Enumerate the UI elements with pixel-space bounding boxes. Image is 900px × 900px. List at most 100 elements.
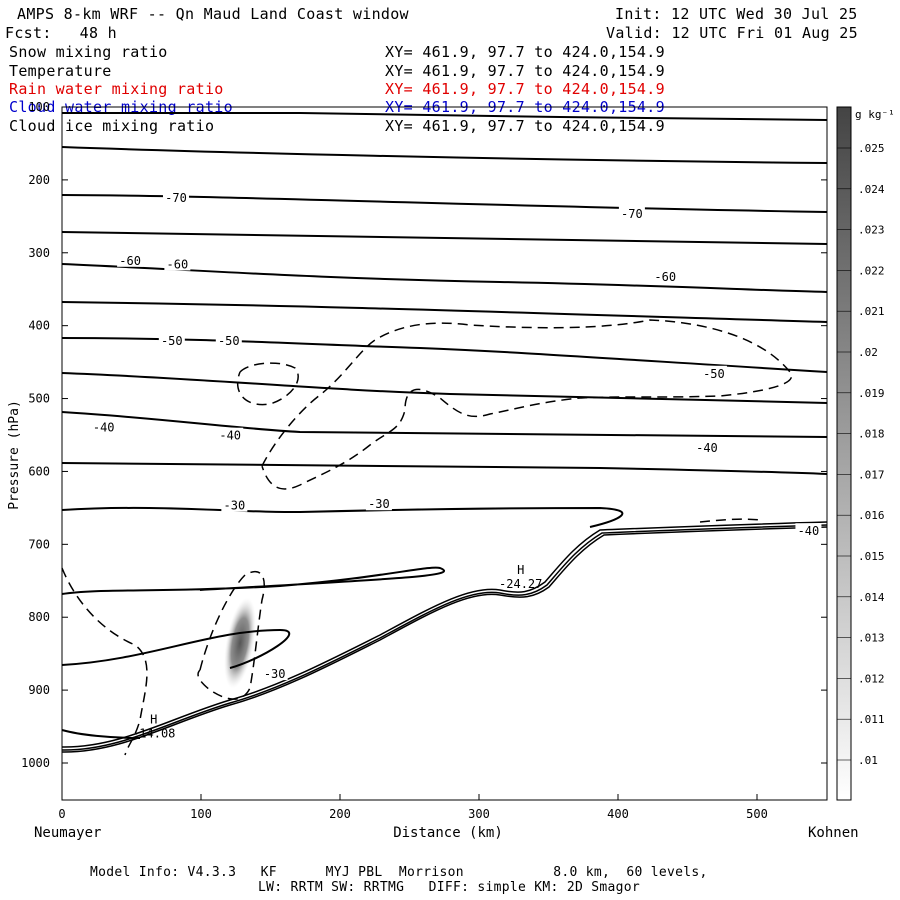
- y-tick-label: 600: [28, 464, 50, 478]
- contour-label-bg: [164, 256, 191, 271]
- contour-label-bg: [215, 332, 242, 347]
- cloud-ice-contour: [236, 362, 299, 406]
- contour-label: -40: [798, 524, 820, 538]
- isotherm: [61, 372, 828, 404]
- cloud-ice-contour: [61, 567, 148, 756]
- x-axis: 0 100 200 300 400 500: [58, 794, 768, 821]
- contour-label: -40: [93, 421, 115, 435]
- temperature-contours: [61, 112, 828, 739]
- contour-labels: -70 -70 -60 -60 -60 -50 -50 -50 -40 -40 -40 -30 -30 -…: [90, 190, 822, 681]
- contour-label-bg: [90, 419, 117, 434]
- colorbar-label: .015: [858, 550, 885, 563]
- x-tick-label: 0: [58, 807, 65, 821]
- plot-frame: [61, 106, 828, 801]
- colorbar-label: .017: [858, 468, 885, 481]
- colorbar-fill: [836, 106, 852, 801]
- y-axis: 100 200 300 400 500 600 700 800 900 1000: [21, 100, 827, 770]
- colorbar-label: .011: [858, 713, 885, 726]
- colorbar-label: .023: [858, 224, 885, 237]
- contour-label-bg: [158, 332, 185, 347]
- contour-label: -60: [119, 254, 141, 268]
- contour-label: -50: [161, 334, 183, 348]
- contour-label-bg: [221, 497, 248, 512]
- model-info: Model Info: V4.3.3 KF MYJ PBL Morrison 8…: [90, 865, 708, 880]
- isotherm: [61, 194, 828, 213]
- contour-label-bg: [795, 523, 822, 538]
- contour-label: -30: [368, 497, 390, 511]
- x-tick-label: 200: [329, 807, 351, 821]
- contour-label-bg: [693, 440, 720, 455]
- contour-label-bg: [117, 252, 144, 267]
- snow-mixing-ratio-max: [224, 597, 256, 689]
- contour-label-bg: [365, 496, 392, 511]
- forecast-hour: Fcst: 48 h: [5, 24, 117, 42]
- chart-title: AMPS 8-km WRF -- Qn Maud Land Coast wind…: [17, 5, 409, 23]
- cloud-ice-contours: [61, 319, 793, 756]
- y-axis-title: Pressure (hPa): [7, 400, 22, 510]
- colorbar-label: .01: [858, 754, 878, 767]
- colorbar-label: .014: [858, 591, 885, 604]
- isotherm: [61, 337, 828, 373]
- cloud-ice-contour: [197, 570, 266, 700]
- isotherm: [61, 231, 828, 245]
- y-tick-label: 700: [28, 537, 50, 551]
- field-snow-label: Snow mixing ratio: [9, 43, 168, 61]
- contour-label: -60: [167, 257, 189, 271]
- y-tick-label: 1000: [21, 756, 50, 770]
- init-time: Init: 12 UTC Wed 30 Jul 25: [615, 5, 858, 23]
- contour-label: -40: [219, 429, 241, 443]
- isotherm: [61, 566, 446, 595]
- isotherm: [61, 301, 828, 323]
- colorbar-label: .022: [858, 264, 885, 277]
- cloud-ice-contour: [699, 518, 761, 523]
- field-snow-xy: XY= 461.9, 97.7 to 424.0,154.9: [385, 43, 665, 61]
- colorbar-label: .013: [858, 632, 885, 645]
- y-tick-label: 900: [28, 683, 50, 697]
- extremum-value: -24.27: [499, 577, 542, 591]
- left-endpoint-label: Neumayer: [34, 825, 101, 841]
- contour-label-bg: [217, 427, 244, 442]
- extrema-labels: H-24.27H-14.08: [132, 563, 542, 740]
- field-cloudice-label: Cloud ice mixing ratio: [9, 117, 215, 135]
- extremum-type: H: [517, 563, 524, 577]
- y-tick-label: 800: [28, 610, 50, 624]
- contour-label-bg: [618, 206, 645, 221]
- contour-label: -50: [703, 367, 725, 381]
- isotherm: [62, 112, 828, 121]
- x-tick-label: 300: [468, 807, 490, 821]
- y-tick-label: 500: [28, 392, 50, 406]
- contour-label: -60: [654, 270, 676, 284]
- field-cloudice-xy: XY= 461.9, 97.7 to 424.0,154.9: [385, 117, 665, 135]
- field-rain-xy: XY= 461.9, 97.7 to 424.0,154.9: [385, 80, 665, 98]
- colorbar-label: .02: [858, 346, 878, 359]
- physics-info: LW: RRTM SW: RRTMG DIFF: simple KM: 2D S…: [258, 880, 640, 895]
- x-axis-title: Distance (km): [393, 825, 503, 841]
- isotherm: [61, 506, 624, 528]
- y-tick-label: 400: [28, 319, 50, 333]
- isotherm: [61, 462, 828, 475]
- field-rain-label: Rain water mixing ratio: [9, 80, 224, 98]
- contour-label-bg: [652, 268, 679, 283]
- colorbar-label: .018: [858, 428, 885, 441]
- field-temperature-xy: XY= 461.9, 97.7 to 424.0,154.9: [385, 62, 665, 80]
- contour-label-bg: [261, 666, 288, 681]
- contour-label: -70: [165, 191, 187, 205]
- colorbar-label: .024: [858, 183, 885, 196]
- extremum-type: H: [150, 712, 157, 726]
- colorbar: g kg⁻¹ .01 .011 .012 .013 .014 .015 .016 .017 .0…: [836, 106, 895, 801]
- field-temperature-label: Temperature: [9, 62, 112, 80]
- colorbar-label: .012: [858, 672, 885, 685]
- x-tick-label: 500: [746, 807, 768, 821]
- isotherm: [61, 411, 828, 438]
- x-tick-label: 400: [607, 807, 629, 821]
- isotherm: [61, 146, 828, 164]
- colorbar-label: .021: [858, 305, 885, 318]
- contour-label: -40: [696, 441, 718, 455]
- contour-label-bg: [700, 365, 727, 380]
- y-tick-label: 300: [28, 246, 50, 260]
- contour-label: -30: [224, 499, 246, 513]
- terrain-surface: [61, 521, 828, 753]
- x-tick-label: 100: [190, 807, 212, 821]
- valid-time: Valid: 12 UTC Fri 01 Aug 25: [606, 24, 858, 42]
